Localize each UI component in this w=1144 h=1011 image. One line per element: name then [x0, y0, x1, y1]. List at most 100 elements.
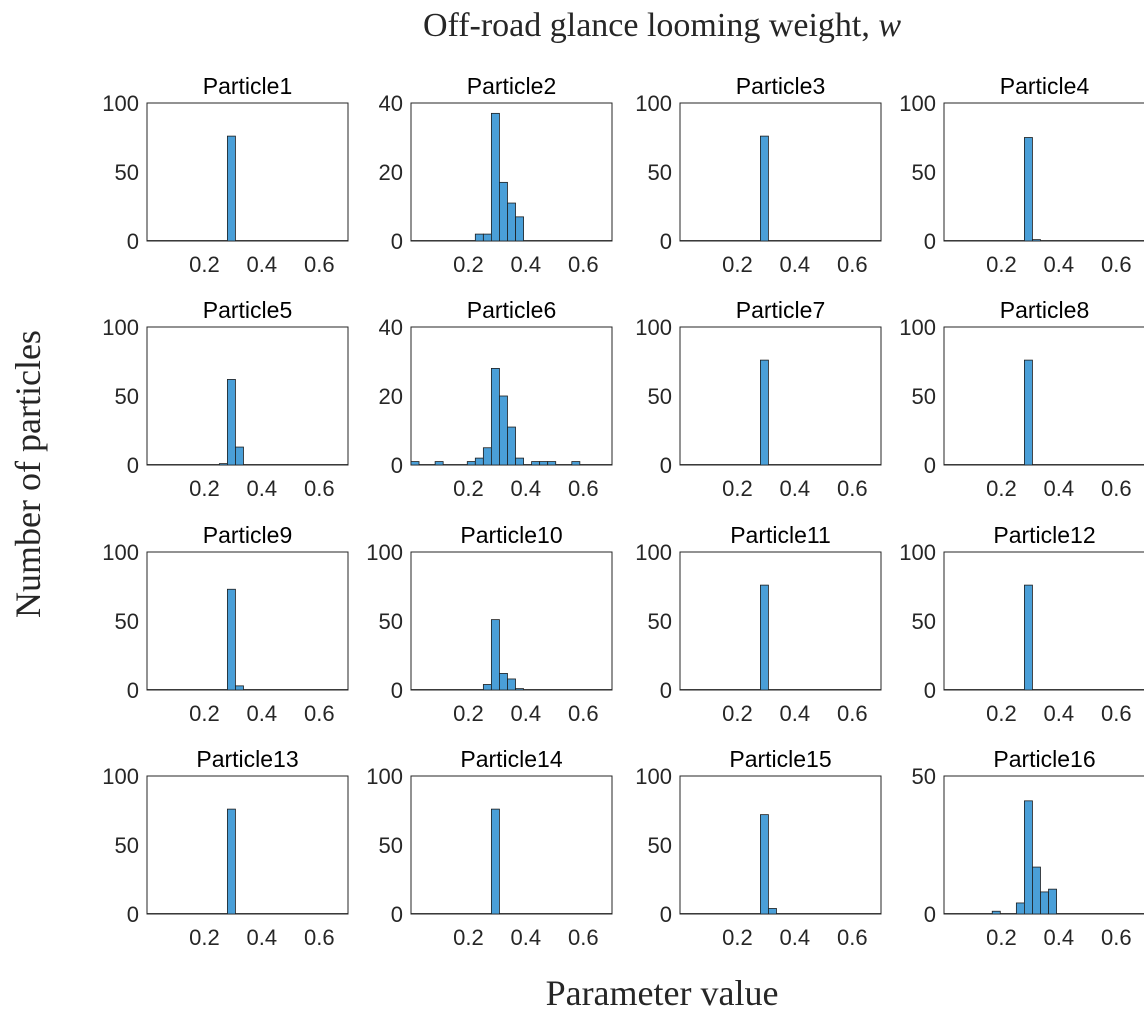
x-tick-label: 0.6 [1101, 701, 1132, 726]
x-tick-label: 0.6 [568, 925, 599, 950]
histogram-panel: Particle15 0 50 100 0.2 0.4 0.6 [635, 746, 882, 950]
histogram-bar [474, 233, 484, 242]
histogram-panel: Particle9 0 50 100 0.2 0.4 0.6 [102, 522, 349, 726]
axes-box [679, 102, 882, 242]
histogram-bar [515, 216, 524, 242]
x-tick-label: 0.6 [304, 925, 335, 950]
y-tick-label: 100 [899, 540, 936, 565]
histogram-bar [490, 367, 500, 466]
y-tick-label: 100 [635, 91, 672, 116]
x-tick-label: 0.2 [189, 252, 220, 277]
panel-title: Particle6 [467, 297, 556, 323]
y-tick-label: 40 [379, 315, 403, 340]
y-tick-label: 0 [660, 902, 672, 927]
histogram-bar [466, 461, 476, 466]
x-tick-label: 0.4 [247, 476, 278, 501]
y-tick-label: 100 [102, 91, 139, 116]
y-tick-label: 50 [115, 384, 139, 409]
histogram-bar [1024, 800, 1033, 915]
x-tick-label: 0.2 [722, 252, 753, 277]
x-tick-label: 0.6 [837, 476, 868, 501]
histogram-bar [760, 135, 769, 242]
x-axis-label: Parameter value [546, 973, 779, 1011]
x-tick-label: 0.2 [722, 925, 753, 950]
histogram-bar [218, 463, 228, 466]
histogram-panel: Particle8 0 50 100 0.2 0.4 0.6 [899, 297, 1144, 501]
x-tick-label: 0.2 [722, 476, 753, 501]
x-tick-label: 0.6 [837, 701, 868, 726]
y-tick-label: 50 [115, 160, 139, 185]
x-tick-label: 0.4 [511, 925, 542, 950]
axes-box [146, 326, 349, 466]
histogram-bar [531, 461, 541, 466]
panel-title: Particle16 [993, 746, 1095, 772]
y-tick-label: 0 [660, 678, 672, 703]
x-tick-label: 0.4 [1044, 701, 1075, 726]
x-tick-label: 0.2 [453, 925, 484, 950]
x-tick-label: 0.2 [986, 476, 1017, 501]
histogram-panel: Particle1 0 50 100 0.2 0.4 0.6 [102, 73, 349, 277]
histogram-bar [768, 908, 777, 915]
axes-box [943, 326, 1144, 466]
y-tick-label: 50 [115, 609, 139, 634]
x-tick-label: 0.2 [986, 925, 1017, 950]
x-tick-label: 0.4 [780, 925, 811, 950]
histogram-bar [571, 461, 581, 466]
y-tick-label: 0 [924, 229, 936, 254]
histogram-bar [410, 461, 420, 466]
histogram-panel: Particle11 0 50 100 0.2 0.4 0.6 [635, 522, 882, 726]
axes-box [410, 775, 613, 915]
y-tick-label: 50 [912, 609, 936, 634]
histogram-bar [226, 135, 236, 242]
axes-box [943, 551, 1144, 691]
y-tick-label: 20 [379, 160, 403, 185]
panel-title: Particle10 [460, 522, 562, 548]
y-tick-label: 0 [391, 229, 403, 254]
y-tick-label: 50 [115, 833, 139, 858]
x-tick-label: 0.4 [247, 252, 278, 277]
histogram-bar [482, 684, 492, 691]
x-tick-label: 0.2 [722, 701, 753, 726]
y-tick-label: 50 [379, 833, 403, 858]
histogram-bar [235, 446, 244, 466]
axes-box [679, 326, 882, 466]
x-tick-label: 0.2 [189, 925, 220, 950]
x-tick-label: 0.4 [780, 701, 811, 726]
y-axis-label: Number of particles [8, 330, 48, 618]
panel-title: Particle5 [203, 297, 292, 323]
histogram-bar [490, 619, 500, 691]
y-tick-label: 100 [635, 315, 672, 340]
histogram-bar [507, 678, 516, 691]
y-tick-label: 100 [899, 91, 936, 116]
x-tick-label: 0.6 [304, 701, 335, 726]
y-tick-label: 0 [660, 453, 672, 478]
histogram-panel: Particle13 0 50 100 0.2 0.4 0.6 [102, 746, 349, 950]
y-tick-label: 50 [648, 833, 672, 858]
histogram-panel: Particle2 0 20 40 0.2 0.4 0.6 [379, 73, 613, 277]
y-tick-label: 40 [379, 91, 403, 116]
x-tick-label: 0.4 [247, 701, 278, 726]
x-tick-label: 0.4 [780, 476, 811, 501]
histogram-bar [499, 673, 508, 691]
y-tick-label: 100 [102, 315, 139, 340]
axes-box [943, 775, 1144, 915]
y-tick-label: 50 [912, 384, 936, 409]
histogram-bar [1032, 866, 1041, 915]
histogram-bar [490, 808, 500, 915]
x-tick-label: 0.6 [568, 476, 599, 501]
histogram-bar [226, 379, 236, 466]
y-tick-label: 20 [379, 384, 403, 409]
histogram-panel: Particle5 0 50 100 0.2 0.4 0.6 [102, 297, 349, 501]
figure-title: Off-road glance looming weight, w [423, 7, 901, 44]
x-tick-label: 0.6 [1101, 252, 1132, 277]
y-tick-label: 50 [648, 609, 672, 634]
axes-box [679, 775, 882, 915]
histogram-bar [507, 426, 516, 466]
y-tick-label: 50 [912, 764, 936, 789]
y-tick-label: 50 [379, 609, 403, 634]
histogram-bar [226, 588, 236, 691]
y-tick-label: 0 [391, 902, 403, 927]
y-tick-label: 100 [635, 540, 672, 565]
y-tick-label: 50 [648, 160, 672, 185]
y-tick-label: 100 [635, 764, 672, 789]
